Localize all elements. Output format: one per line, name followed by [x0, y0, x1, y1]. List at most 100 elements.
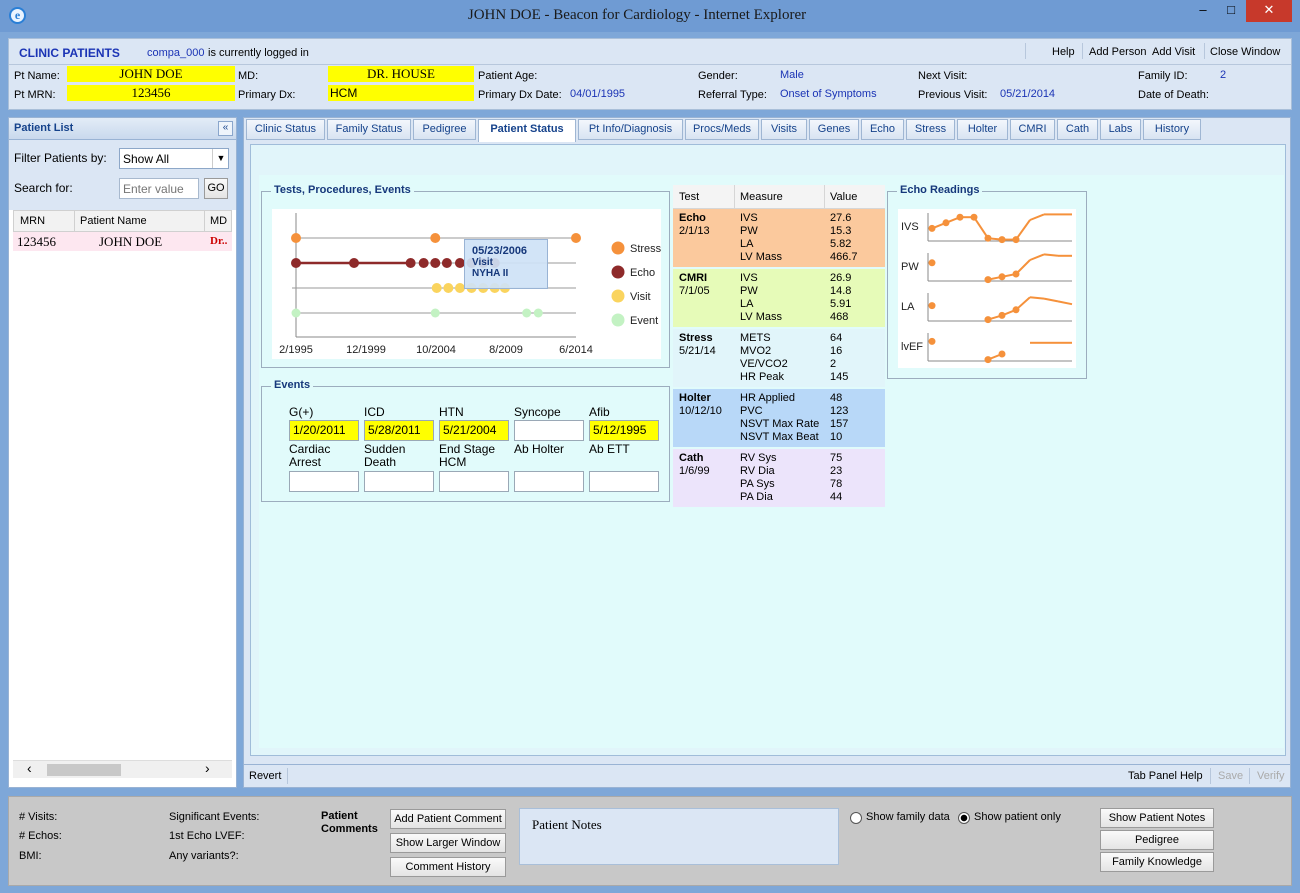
visits-label: # Visits:	[19, 811, 58, 823]
measure-group-cath[interactable]: Cath 1/6/99 RV Sys 75 RV Dia 23 PA Sys 78 PA Dia…	[673, 449, 885, 507]
help-link[interactable]: Help	[1052, 46, 1075, 58]
pedigree-button[interactable]: Pedigree	[1100, 830, 1214, 850]
echo-row-label: PW	[901, 261, 919, 273]
sparkline-segment	[1015, 219, 1031, 241]
patient-notes-box[interactable]: Patient Notes	[519, 808, 839, 865]
measure-name: MVO2	[740, 345, 772, 357]
measure-group-cmri[interactable]: CMRI 7/1/05 IVS 26.9 PW 14.8 LA 5.91 LV Mass 468	[673, 269, 885, 327]
tab-pt-info-diagnosis[interactable]: Pt Info/Diagnosis	[578, 119, 683, 140]
collapse-icon[interactable]: «	[218, 121, 233, 136]
echo-point	[430, 258, 441, 268]
date-of-death-label: Date of Death:	[1138, 89, 1209, 101]
tab-genes[interactable]: Genes	[809, 119, 859, 140]
event-gplus-field[interactable]: 1/20/2011	[289, 420, 359, 441]
sparkline-point	[1012, 306, 1020, 314]
event-syncope-field[interactable]	[514, 420, 584, 441]
comment-history-button[interactable]: Comment History	[390, 857, 506, 877]
patient-row[interactable]: 123456 JOHN DOE Dr..	[13, 232, 232, 251]
maximize-icon[interactable]: □	[1227, 2, 1235, 17]
tooltip-date: 05/23/2006	[472, 245, 528, 257]
x-tick-label: 12/1999	[346, 344, 386, 356]
app-label: CLINIC PATIENTS	[19, 46, 120, 60]
window-titlebar: e JOHN DOE - Beacon for Cardiology - Int…	[0, 0, 1300, 32]
close-window-link[interactable]: Close Window	[1210, 46, 1281, 58]
save-button[interactable]: Save	[1218, 770, 1244, 782]
measure-value: 5.91	[830, 298, 852, 310]
primary-dx-date-label: Primary Dx Date:	[478, 89, 562, 101]
revert-button[interactable]: Revert	[249, 770, 282, 782]
tab-procs-meds[interactable]: Procs/Meds	[685, 119, 759, 140]
tab-family-status[interactable]: Family Status	[327, 119, 411, 140]
column-patient-name[interactable]: Patient Name	[80, 215, 147, 227]
event-end-stage-hcm-field[interactable]	[439, 471, 509, 492]
measure-test-date: 2/1/13	[679, 225, 710, 237]
minimize-icon[interactable]: –	[1199, 2, 1207, 17]
measures-table: Test Measure Value Echo 2/1/13 IVS 27.6 PW 15…	[673, 185, 885, 507]
event-point	[291, 308, 301, 318]
event-icd-field[interactable]: 5/28/2011	[364, 420, 434, 441]
measure-name: VE/VCO2	[740, 358, 788, 370]
scroll-right-icon[interactable]: ›	[205, 760, 210, 776]
measure-value: 2	[830, 358, 837, 370]
add-person-link[interactable]: Add Person	[1089, 46, 1147, 58]
tab-clinic-status[interactable]: Clinic Status	[246, 119, 325, 140]
sparkline-point	[984, 356, 992, 364]
scroll-left-icon[interactable]: ‹	[27, 760, 32, 776]
show-patient-radio[interactable]	[958, 812, 970, 824]
event-sudden-death-field[interactable]	[364, 471, 434, 492]
search-input[interactable]	[119, 178, 199, 199]
tab-panel-help-button[interactable]: Tab Panel Help	[1128, 770, 1203, 782]
tab-pedigree[interactable]: Pedigree	[413, 119, 476, 140]
measure-group-echo[interactable]: Echo 2/1/13 IVS 27.6 PW 15.3 LA 5.82 LV Mass 466.…	[673, 209, 885, 267]
tab-cmri[interactable]: CMRI	[1010, 119, 1055, 140]
patient-row-name: JOHN DOE	[99, 234, 163, 249]
column-test: Test	[679, 191, 700, 203]
event-afib-field[interactable]: 5/12/1995	[589, 420, 659, 441]
show-larger-window-button[interactable]: Show Larger Window	[390, 833, 506, 853]
tab-cath[interactable]: Cath	[1057, 119, 1098, 140]
measure-name: RV Dia	[740, 465, 775, 477]
column-divider	[824, 185, 825, 209]
visit-point	[454, 283, 465, 293]
measure-group-stress[interactable]: Stress 5/21/14 METS 64 MVO2 16 VE/VCO2 2 HR Peak…	[673, 329, 885, 387]
stress-point	[430, 233, 441, 243]
primary-dx-value: HCM	[328, 85, 474, 101]
scrollbar-thumb[interactable]	[47, 764, 121, 776]
legend-label-echo: Echo	[630, 267, 655, 279]
event-htn-field[interactable]: 5/21/2004	[439, 420, 509, 441]
tab-labs[interactable]: Labs	[1100, 119, 1141, 140]
verify-button[interactable]: Verify	[1257, 770, 1285, 782]
legend-swatch-visit	[611, 289, 625, 303]
column-mrn[interactable]: MRN	[20, 215, 46, 227]
horizontal-scrollbar[interactable]: ‹ ›	[13, 760, 232, 778]
tab-echo[interactable]: Echo	[861, 119, 904, 140]
tab-holter[interactable]: Holter	[957, 119, 1008, 140]
add-patient-comment-button[interactable]: Add Patient Comment	[390, 809, 506, 829]
close-window-icon[interactable]: ✕	[1246, 0, 1292, 22]
go-button[interactable]: GO	[204, 178, 228, 199]
show-patient-label[interactable]: Show patient only	[974, 811, 1061, 823]
event-ab-ett-field[interactable]	[589, 471, 659, 492]
measure-test-name: Echo	[679, 212, 706, 224]
patient-comments-label: Patient Comments	[321, 810, 378, 835]
event-cardiac-arrest-field[interactable]	[289, 471, 359, 492]
patient-header: CLINIC PATIENTS compa_000 is currently l…	[8, 38, 1292, 110]
chevron-down-icon[interactable]: ▼	[212, 149, 229, 168]
tab-patient-status[interactable]: Patient Status	[478, 119, 576, 142]
sparkline-point	[1012, 270, 1020, 278]
show-family-label[interactable]: Show family data	[866, 811, 950, 823]
measure-group-holter[interactable]: Holter 10/12/10 HR Applied 48 PVC 123 NSVT Max…	[673, 389, 885, 447]
filter-select[interactable]: Show All ▼	[119, 148, 229, 169]
show-family-radio[interactable]	[850, 812, 862, 824]
column-md[interactable]: MD	[210, 215, 228, 227]
family-knowledge-button[interactable]: Family Knowledge	[1100, 852, 1214, 872]
event-ab-holter-field[interactable]	[514, 471, 584, 492]
tests-panel-title: Tests, Procedures, Events	[271, 184, 414, 196]
add-visit-link[interactable]: Add Visit	[1152, 46, 1196, 58]
tab-history[interactable]: History	[1143, 119, 1201, 140]
measure-name: NSVT Max Rate	[740, 418, 820, 430]
show-patient-notes-button[interactable]: Show Patient Notes	[1100, 808, 1214, 828]
tab-visits[interactable]: Visits	[761, 119, 807, 140]
tab-stress[interactable]: Stress	[906, 119, 955, 140]
sparkline-point	[928, 302, 936, 310]
